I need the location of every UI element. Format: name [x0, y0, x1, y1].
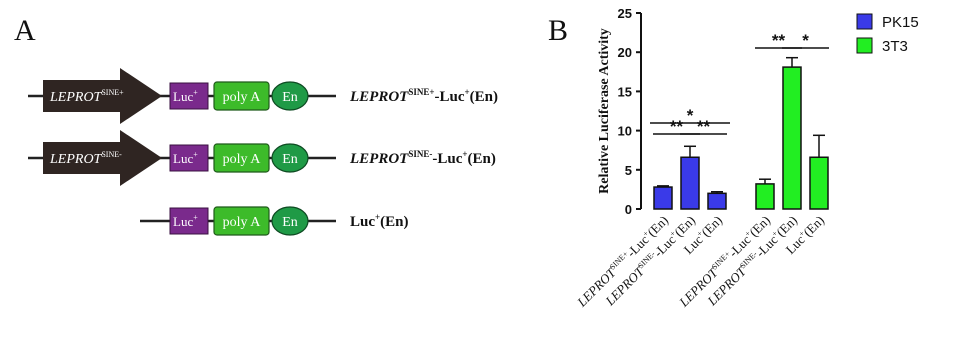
legend-swatch: [856, 37, 873, 54]
bar: [680, 156, 700, 210]
y-tick-label: 5: [625, 163, 632, 178]
bar: [809, 156, 829, 210]
bar: [782, 66, 802, 210]
enhancer-ellipse: [271, 206, 309, 236]
construct-row: Luc+ poly A En Luc+(En): [140, 206, 409, 236]
significance-label: *: [687, 106, 694, 125]
luc-box: [169, 207, 209, 235]
y-tick-label: 20: [618, 45, 632, 60]
y-tick-label: 25: [618, 6, 632, 21]
significance-label: **: [670, 117, 684, 136]
enhancer-ellipse: [271, 81, 309, 111]
construct-name: LEPROTSINE--Luc+(En): [349, 149, 496, 167]
promoter-arrow: [43, 130, 162, 186]
significance-label: **: [772, 31, 786, 50]
construct-row: LEPROTSINE- Luc+ poly A En LEPROTSINE--Luc+(…: [28, 130, 496, 186]
enhancer-label: En: [282, 152, 298, 167]
luc-label: Luc+: [173, 213, 198, 229]
bar: [653, 186, 673, 210]
luc-box: [169, 82, 209, 110]
luc-label: Luc+: [173, 150, 198, 166]
y-tick-label: 10: [618, 124, 632, 139]
legend-swatch: [856, 13, 873, 30]
significance-label: **: [697, 117, 711, 136]
polya-label: poly A: [223, 215, 262, 230]
panel-a: A LEPROTSINE+ Luc+ poly A En LEPROTSINE+-Luc+…: [14, 14, 498, 236]
y-axis-label: Relative Luciferase Activity: [597, 28, 612, 194]
legend-label: 3T3: [882, 38, 908, 55]
polya-label: poly A: [223, 90, 262, 105]
panel-a-label: A: [14, 14, 36, 47]
polya-box: [213, 206, 270, 236]
y-tick-label: 15: [618, 84, 632, 99]
bar: [707, 192, 727, 210]
promoter-arrow: [43, 68, 162, 124]
luc-label: Luc+: [173, 88, 198, 104]
promoter-label: LEPROTSINE+: [49, 88, 124, 105]
promoter-label: LEPROTSINE-: [49, 150, 122, 167]
bar: [755, 183, 775, 210]
construct-row: LEPROTSINE+ Luc+ poly A En LEPROTSINE+-Luc+(…: [28, 68, 498, 124]
panel-b: B Relative Luciferase Activity 0 5 10 15 20 25 *…: [548, 6, 919, 310]
luc-box: [169, 144, 209, 172]
significance-label: *: [802, 31, 809, 50]
y-tick-label: 0: [625, 202, 632, 217]
polya-box: [213, 81, 270, 111]
polya-label: poly A: [223, 152, 262, 167]
construct-name: Luc+(En): [350, 212, 409, 230]
polya-box: [213, 143, 270, 173]
enhancer-ellipse: [271, 143, 309, 173]
legend-label: PK15: [882, 14, 919, 31]
construct-name: LEPROTSINE+-Luc+(En): [349, 87, 498, 105]
enhancer-label: En: [282, 90, 298, 105]
enhancer-label: En: [282, 215, 298, 230]
panel-b-label: B: [548, 14, 568, 47]
